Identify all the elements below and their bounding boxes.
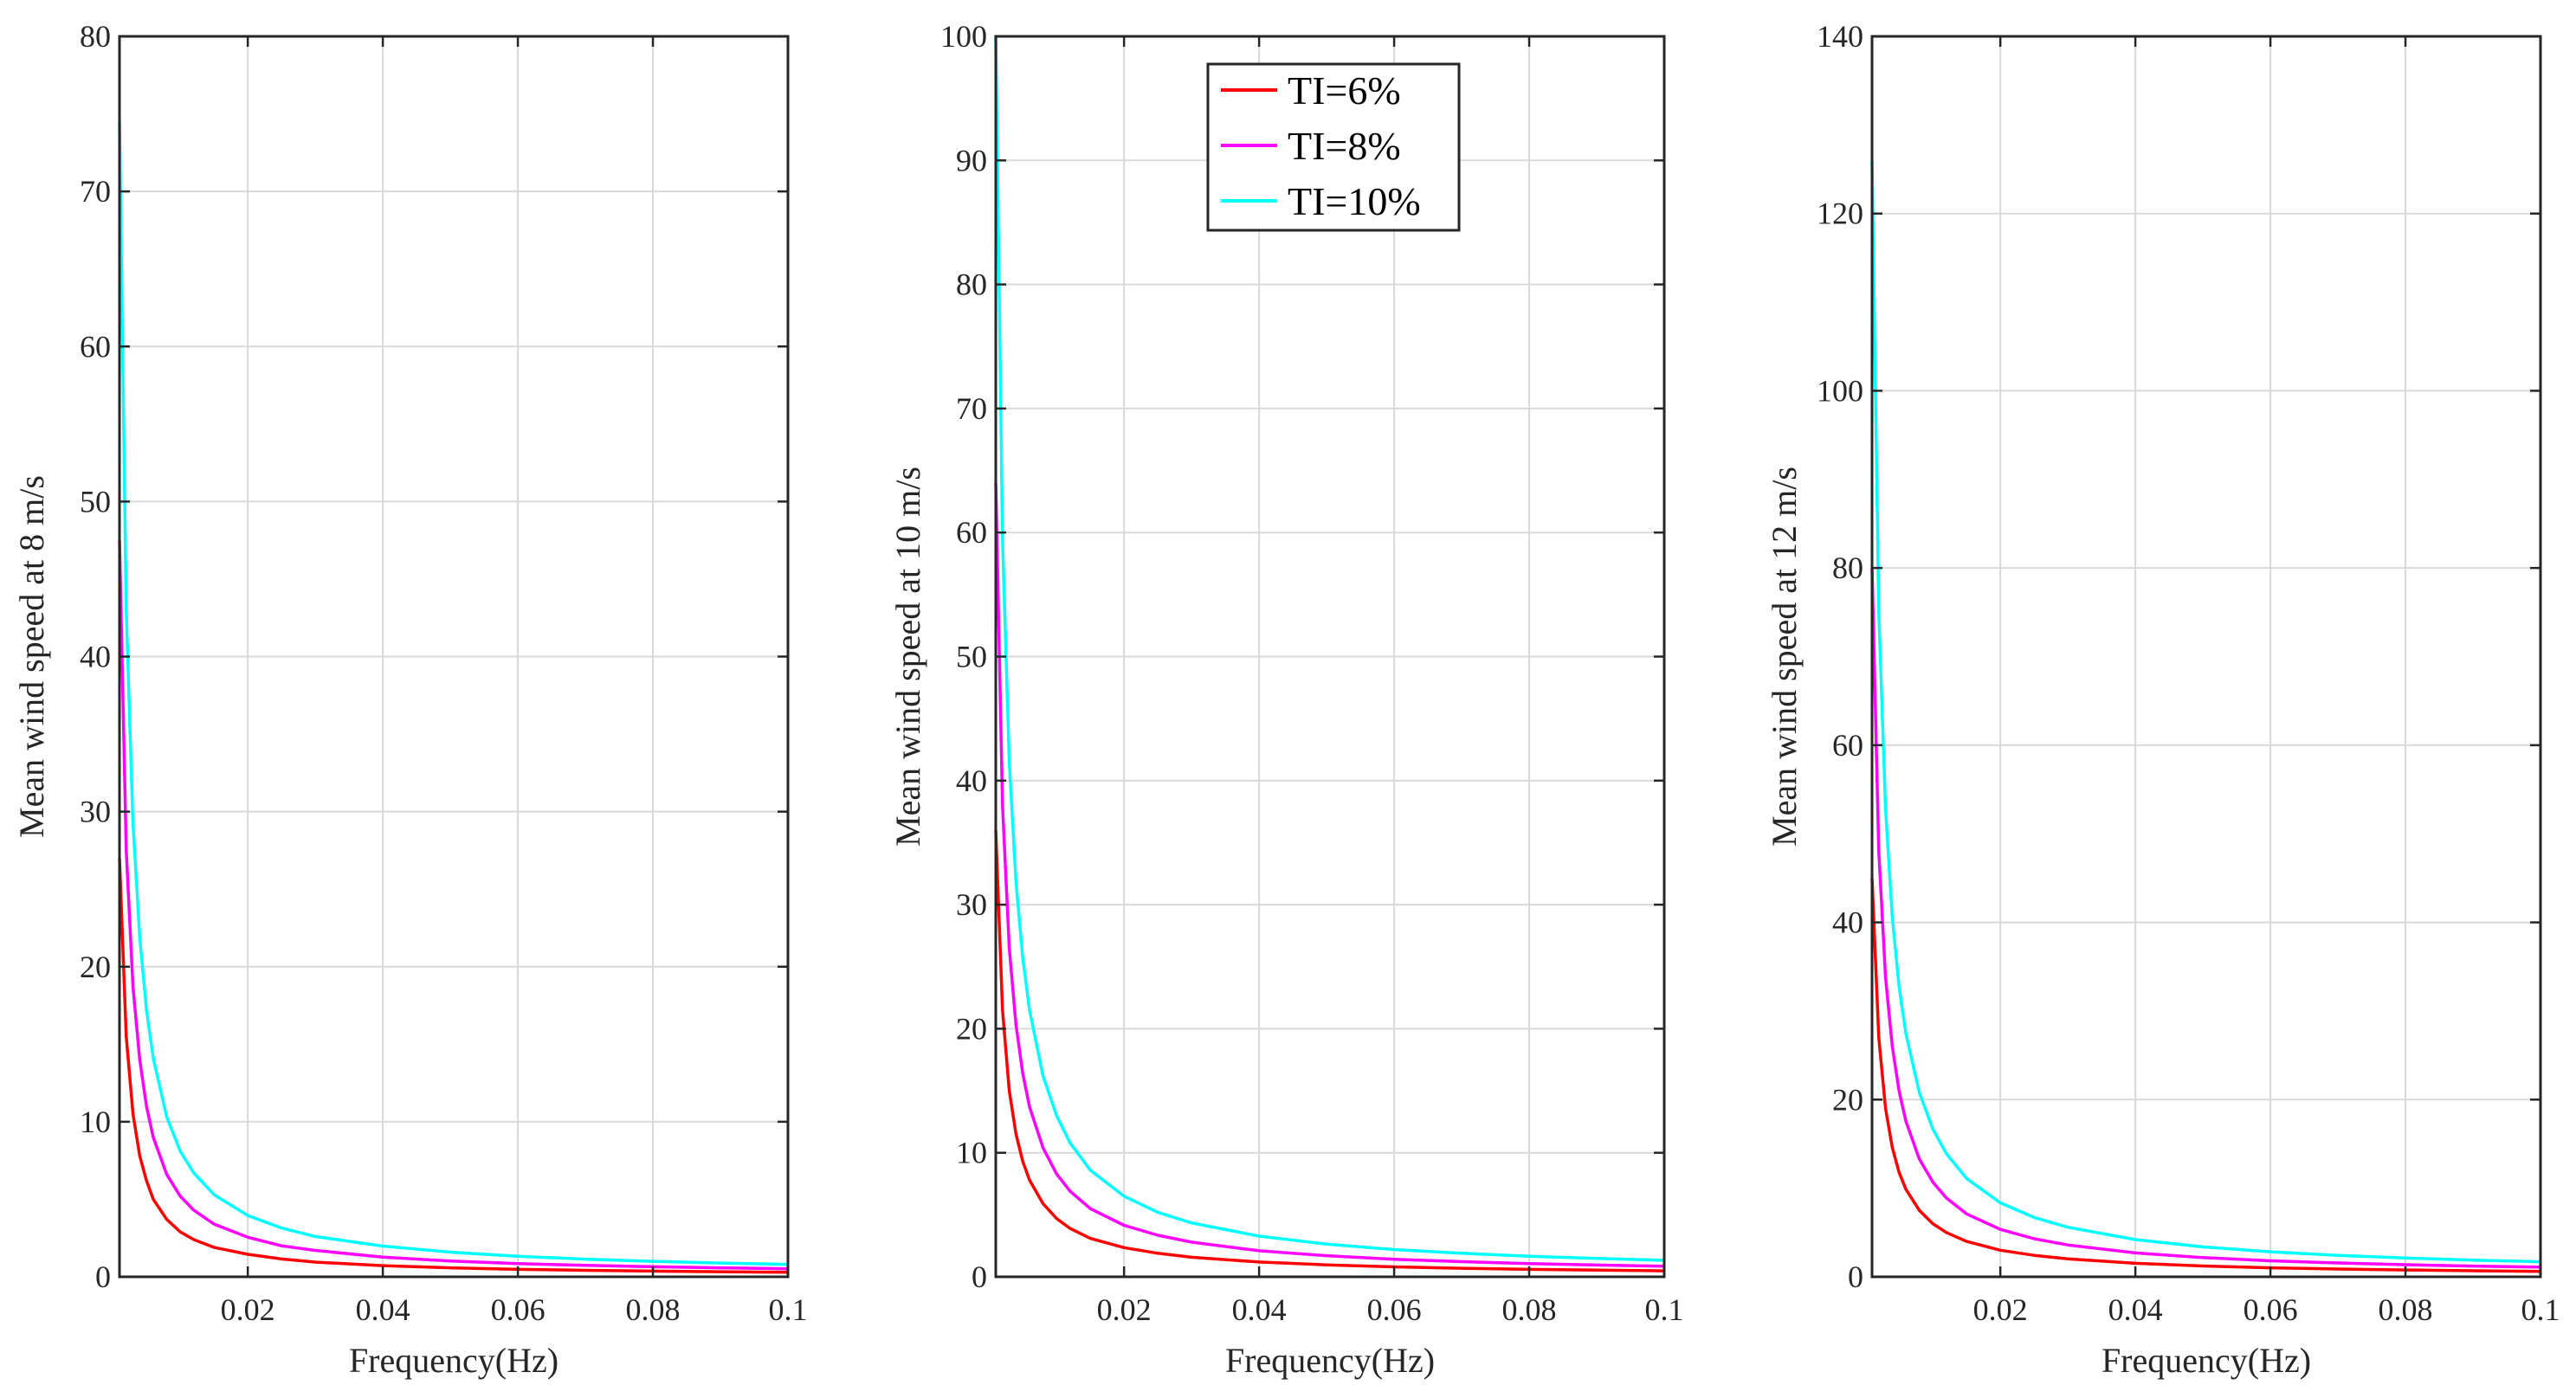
axis-ticks: 0.02 0.04 0.06 0.08 0.1 0 10 20 30 40 50 60 70 80 90 10… xyxy=(940,19,1684,1327)
series-line-ti-6 xyxy=(1870,878,2541,1273)
series-line-ti-8 xyxy=(994,482,1665,1268)
y-tick-label: 100 xyxy=(1817,373,1863,408)
y-tick-label: 70 xyxy=(80,174,111,209)
y-tick-label: 20 xyxy=(80,950,111,984)
y-tick-label: 20 xyxy=(1832,1082,1863,1117)
subplot-mean-wind-10: 0.02 0.04 0.06 0.08 0.1 0 10 20 30 40 50 60 70 80 90 10… xyxy=(888,19,1684,1380)
y-tick-label: 20 xyxy=(956,1011,987,1046)
y-tick-label: 80 xyxy=(956,267,987,302)
subplot-mean-wind-8: 0.02 0.04 0.06 0.08 0.1 0 10 20 30 40 50 60 70 80 Fre… xyxy=(12,19,808,1380)
x-axis-label: Frequency(Hz) xyxy=(1225,1341,1435,1380)
series-line-ti-8 xyxy=(118,540,789,1271)
y-tick-label: 0 xyxy=(972,1259,987,1294)
x-tick-label: 0.08 xyxy=(1502,1292,1557,1327)
y-tick-label: 30 xyxy=(956,887,987,922)
x-tick-label: 0.06 xyxy=(1367,1292,1422,1327)
series-line-ti-6 xyxy=(994,830,1665,1272)
y-axis-label: Mean wind speed at 12 m/s xyxy=(1765,467,1804,847)
x-tick-label: 0.08 xyxy=(2379,1292,2433,1327)
x-tick-label: 0.1 xyxy=(769,1292,808,1327)
x-tick-label: 0.06 xyxy=(491,1292,546,1327)
x-tick-label: 0.02 xyxy=(221,1292,275,1327)
series-line-ti-10 xyxy=(118,121,789,1266)
y-tick-label: 0 xyxy=(95,1259,111,1294)
series-lines xyxy=(994,35,1665,1272)
y-tick-label: 60 xyxy=(1832,728,1863,763)
x-axis-label: Frequency(Hz) xyxy=(349,1341,558,1380)
x-axis-label: Frequency(Hz) xyxy=(2101,1341,2311,1380)
legend-label-ti-8: TI=8% xyxy=(1288,124,1401,168)
series-lines xyxy=(1870,160,2541,1273)
y-tick-label: 100 xyxy=(940,19,987,54)
series-line-ti-6 xyxy=(118,858,789,1274)
series-line-ti-8 xyxy=(1870,568,2541,1269)
y-tick-label: 40 xyxy=(1832,905,1863,940)
series-line-ti-10 xyxy=(994,35,1665,1262)
y-tick-label: 50 xyxy=(80,484,111,519)
y-tick-label: 80 xyxy=(80,19,111,54)
grid-lines xyxy=(1872,35,2541,1278)
series-lines xyxy=(118,121,789,1274)
y-tick-label: 90 xyxy=(956,143,987,177)
y-tick-label: 140 xyxy=(1817,19,1863,54)
subplot-mean-wind-12: 0.02 0.04 0.06 0.08 0.1 0 20 40 60 80 100 120 140 Fr… xyxy=(1765,19,2560,1380)
x-tick-label: 0.04 xyxy=(1232,1292,1287,1327)
plot-frame xyxy=(1870,35,2542,1279)
x-tick-label: 0.04 xyxy=(2108,1292,2163,1327)
y-tick-label: 70 xyxy=(956,391,987,426)
y-axis-label: Mean wind speed at 8 m/s xyxy=(12,475,51,838)
axis-ticks: 0.02 0.04 0.06 0.08 0.1 0 20 40 60 80 100 120 140 xyxy=(1817,19,2560,1327)
x-tick-label: 0.02 xyxy=(1097,1292,1152,1327)
y-axis-label: Mean wind speed at 10 m/s xyxy=(888,467,927,847)
y-tick-label: 40 xyxy=(956,763,987,798)
x-tick-label: 0.02 xyxy=(1973,1292,2028,1327)
y-tick-label: 120 xyxy=(1817,196,1863,231)
y-tick-label: 80 xyxy=(1832,551,1863,585)
x-tick-label: 0.04 xyxy=(356,1292,410,1327)
axis-ticks: 0.02 0.04 0.06 0.08 0.1 0 10 20 30 40 50 60 70 80 xyxy=(80,19,808,1327)
x-tick-label: 0.08 xyxy=(626,1292,681,1327)
series-line-ti-10 xyxy=(1870,160,2541,1264)
y-tick-label: 10 xyxy=(80,1105,111,1139)
legend-label-ti-6: TI=6% xyxy=(1288,68,1401,113)
y-tick-label: 40 xyxy=(80,640,111,674)
x-tick-label: 0.1 xyxy=(2521,1292,2560,1327)
legend: TI=6% TI=8% TI=10% xyxy=(1206,62,1461,232)
y-tick-label: 50 xyxy=(956,640,987,674)
y-tick-label: 60 xyxy=(956,515,987,550)
y-tick-label: 0 xyxy=(1848,1259,1863,1294)
y-tick-label: 60 xyxy=(80,329,111,364)
x-tick-label: 0.1 xyxy=(1645,1292,1684,1327)
y-tick-label: 30 xyxy=(80,795,111,829)
grid-lines xyxy=(119,35,789,1278)
y-tick-label: 10 xyxy=(956,1136,987,1170)
legend-label-ti-10: TI=10% xyxy=(1288,179,1421,223)
x-tick-label: 0.06 xyxy=(2244,1292,2298,1327)
